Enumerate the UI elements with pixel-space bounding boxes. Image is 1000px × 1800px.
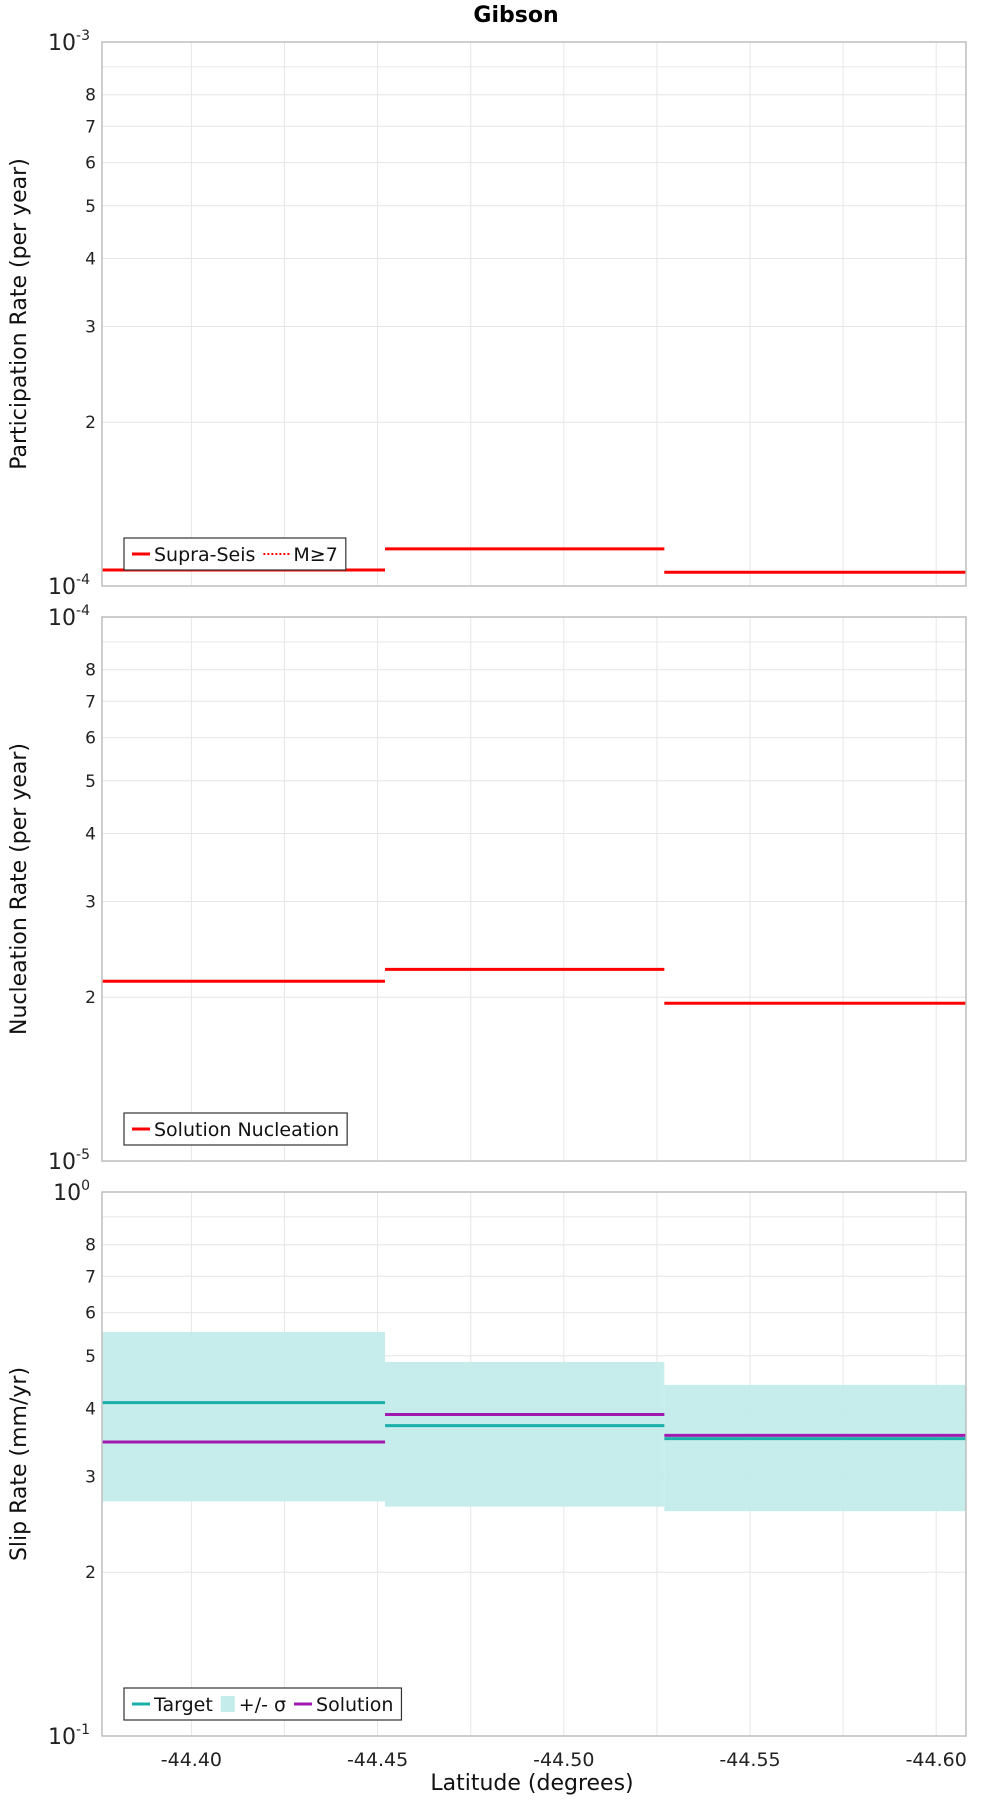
plot-frame (101, 616, 967, 1162)
legend-swatch (220, 1696, 235, 1712)
plot-area (102, 617, 966, 1161)
x-tick-label: -44.50 (533, 1749, 594, 1771)
legend-box (123, 1112, 348, 1146)
x-tick-label: -44.45 (347, 1749, 408, 1771)
band-segment (385, 1361, 665, 1507)
panel-1: 10-4 2 3 4 5 6 7 8 10-3 Participation Rate (per y… (7, 28, 967, 600)
y-tick-label: 10-1 (48, 1722, 90, 1750)
legend: Solution Nucleation (123, 1112, 348, 1146)
legend-label: Solution (316, 1694, 393, 1716)
x-tick-label: -44.40 (161, 1749, 222, 1771)
y-tick-label: 2 (85, 413, 96, 433)
y-tick-label: 2 (85, 1563, 96, 1583)
y-tick-label: 4 (85, 824, 96, 844)
y-tick-label: 8 (85, 1236, 96, 1256)
y-tick-label: 10-4 (48, 603, 90, 631)
chart-title: Gibson (473, 3, 558, 28)
panel-2: 10-5 2 3 4 5 6 7 8 10-4 Nucleation Rate (per year… (7, 603, 967, 1175)
y-tick-label: 6 (85, 729, 96, 749)
legend-label: Supra-Seis (154, 544, 255, 566)
legend: Supra-Seis M≥7 (123, 537, 347, 571)
y-tick-label: 100 (53, 1178, 90, 1206)
y-tick-label: 3 (85, 892, 96, 912)
plot-frame (101, 41, 967, 587)
y-tick-label: 5 (85, 197, 96, 217)
legend-label: Target (153, 1694, 213, 1716)
legend-label: M≥7 (293, 544, 337, 566)
x-tick-label: -44.55 (719, 1749, 780, 1771)
y-tick-label: 5 (85, 1347, 96, 1367)
plot-frame (101, 1191, 967, 1737)
y-axis-label: Slip Rate (mm/yr) (7, 1367, 32, 1561)
chart-panels: 10-4 2 3 4 5 6 7 8 10-3 Participation Rate (per y… (7, 28, 967, 1771)
y-axis-label: Participation Rate (per year) (7, 158, 32, 470)
y-tick-label: 2 (85, 988, 96, 1008)
band-segment (664, 1384, 966, 1512)
y-tick-label: 8 (85, 86, 96, 106)
legend-box (123, 537, 347, 571)
y-tick-label: 6 (85, 154, 96, 174)
band-segment (102, 1331, 386, 1502)
y-tick-label: 4 (85, 1399, 96, 1419)
y-tick-label: 4 (85, 249, 96, 269)
x-axis-label: Latitude (degrees) (430, 1771, 633, 1796)
y-tick-label: 10-3 (48, 28, 90, 56)
y-tick-label: 7 (85, 117, 96, 137)
y-tick-label: 10-4 (48, 572, 90, 600)
y-tick-label: 10-5 (48, 1147, 90, 1175)
y-tick-label: 7 (85, 692, 96, 712)
y-tick-label: 6 (85, 1304, 96, 1324)
panel-3: 10-1 2 3 4 5 6 7 8 100 Slip Rate (mm/yr) Target +/-… (7, 1178, 967, 1750)
x-tick-label: -44.60 (906, 1749, 967, 1771)
y-tick-label: 8 (85, 661, 96, 681)
y-axis-label: Nucleation Rate (per year) (7, 743, 32, 1035)
y-tick-label: 5 (85, 772, 96, 792)
legend-label: +/- σ (239, 1694, 286, 1716)
plot-area (102, 42, 966, 586)
y-tick-label: 7 (85, 1267, 96, 1287)
y-tick-label: 3 (85, 1467, 96, 1487)
y-tick-label: 3 (85, 317, 96, 337)
legend-box (123, 1687, 403, 1721)
legend: Target +/- σ Solution (123, 1687, 403, 1721)
legend-label: Solution Nucleation (154, 1119, 339, 1141)
